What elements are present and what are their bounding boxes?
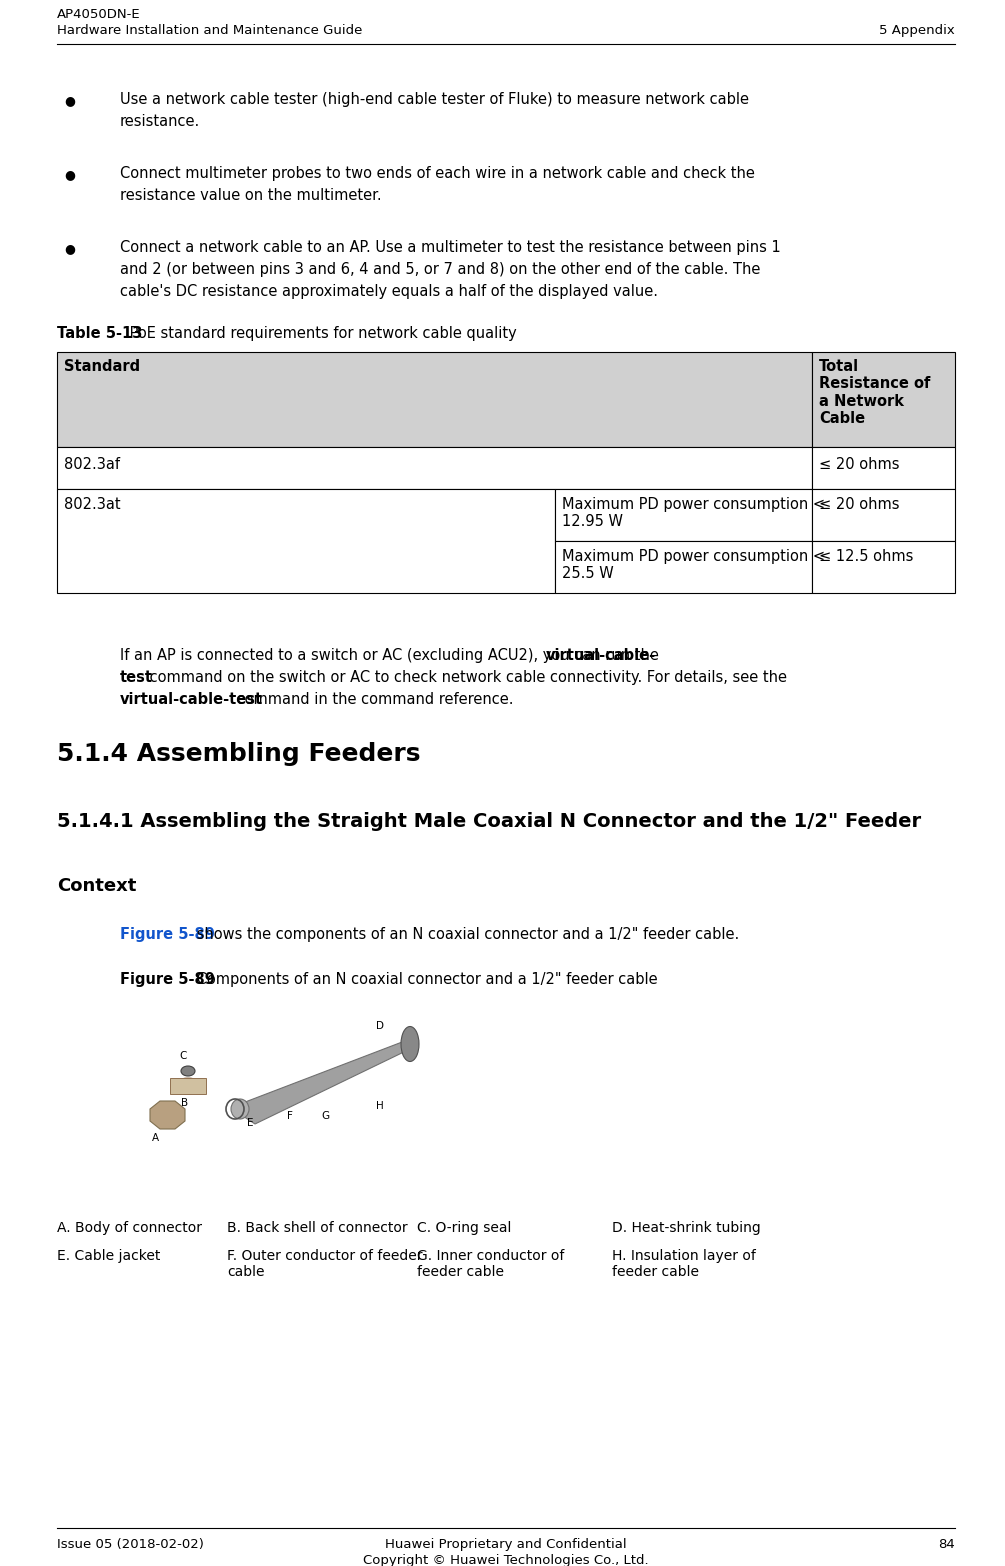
Text: ≤ 20 ohms: ≤ 20 ohms (819, 496, 899, 512)
Ellipse shape (231, 1099, 249, 1120)
Text: H. Insulation layer of
feeder cable: H. Insulation layer of feeder cable (612, 1250, 756, 1279)
Bar (812, 489, 955, 540)
Text: Context: Context (57, 877, 137, 896)
Bar (57, 489, 555, 594)
Text: Maximum PD power consumption <
12.95 W: Maximum PD power consumption < 12.95 W (562, 496, 825, 529)
Text: resistance value on the multimeter.: resistance value on the multimeter. (120, 188, 382, 204)
Bar (555, 540, 812, 594)
Text: Figure 5-89: Figure 5-89 (120, 927, 215, 943)
Text: resistance.: resistance. (120, 114, 200, 128)
Text: G. Inner conductor of
feeder cable: G. Inner conductor of feeder cable (417, 1250, 565, 1279)
Text: B. Back shell of connector: B. Back shell of connector (227, 1221, 408, 1236)
Text: E: E (247, 1118, 253, 1128)
Text: H: H (376, 1101, 384, 1110)
Text: Hardware Installation and Maintenance Guide: Hardware Installation and Maintenance Gu… (57, 23, 363, 38)
Text: Standard: Standard (64, 359, 140, 374)
Text: 5 Appendix: 5 Appendix (879, 23, 955, 38)
Text: ●: ● (64, 243, 75, 255)
Polygon shape (240, 1038, 410, 1124)
Text: Use a network cable tester (high-end cable tester of Fluke) to measure network c: Use a network cable tester (high-end cab… (120, 92, 749, 106)
Text: ≤ 20 ohms: ≤ 20 ohms (819, 457, 899, 471)
Ellipse shape (181, 1066, 195, 1076)
Text: Maximum PD power consumption <
25.5 W: Maximum PD power consumption < 25.5 W (562, 550, 825, 581)
Text: 5.1.4.1 Assembling the Straight Male Coaxial N Connector and the 1/2" Feeder: 5.1.4.1 Assembling the Straight Male Coa… (57, 813, 922, 832)
Text: D. Heat-shrink tubing: D. Heat-shrink tubing (612, 1221, 761, 1236)
Text: virtual-cable-test: virtual-cable-test (120, 692, 263, 706)
Text: and 2 (or between pins 3 and 6, 4 and 5, or 7 and 8) on the other end of the cab: and 2 (or between pins 3 and 6, 4 and 5,… (120, 262, 761, 277)
Text: F: F (287, 1110, 292, 1121)
Bar (812, 540, 955, 594)
Text: PoE standard requirements for network cable quality: PoE standard requirements for network ca… (125, 326, 517, 341)
Ellipse shape (401, 1026, 419, 1062)
Text: B: B (182, 1098, 189, 1109)
Text: Figure 5-89: Figure 5-89 (120, 972, 215, 987)
Bar (57, 446, 812, 489)
Text: Total
Resistance of
a Network
Cable: Total Resistance of a Network Cable (819, 359, 931, 426)
Text: G: G (321, 1110, 329, 1121)
Text: Connect a network cable to an AP. Use a multimeter to test the resistance betwee: Connect a network cable to an AP. Use a … (120, 240, 781, 255)
Text: 802.3af: 802.3af (64, 457, 120, 471)
Text: Huawei Proprietary and Confidential: Huawei Proprietary and Confidential (385, 1538, 627, 1550)
Text: 802.3at: 802.3at (64, 496, 121, 512)
Text: Copyright © Huawei Technologies Co., Ltd.: Copyright © Huawei Technologies Co., Ltd… (363, 1553, 649, 1566)
Ellipse shape (173, 1077, 203, 1095)
Text: Components of an N coaxial connector and a 1/2" feeder cable: Components of an N coaxial connector and… (192, 972, 657, 987)
Bar (555, 489, 812, 540)
Text: Table 5-13: Table 5-13 (57, 326, 143, 341)
Text: AP4050DN-E: AP4050DN-E (57, 8, 141, 20)
Text: C. O-ring seal: C. O-ring seal (417, 1221, 512, 1236)
Text: shows the components of an N coaxial connector and a 1/2" feeder cable.: shows the components of an N coaxial con… (192, 927, 739, 943)
Text: E. Cable jacket: E. Cable jacket (57, 1250, 161, 1264)
Bar (170, 1077, 206, 1095)
Bar (57, 352, 812, 446)
Text: ≤ 12.5 ohms: ≤ 12.5 ohms (819, 550, 914, 564)
Text: virtual-cable-: virtual-cable- (546, 648, 655, 662)
Text: Issue 05 (2018-02-02): Issue 05 (2018-02-02) (57, 1538, 204, 1550)
Text: D: D (376, 1021, 384, 1030)
Text: Connect multimeter probes to two ends of each wire in a network cable and check : Connect multimeter probes to two ends of… (120, 166, 755, 182)
Text: F. Outer conductor of feeder
cable: F. Outer conductor of feeder cable (227, 1250, 422, 1279)
Text: A. Body of connector: A. Body of connector (57, 1221, 202, 1236)
Text: A: A (152, 1132, 159, 1143)
Text: cable's DC resistance approximately equals a half of the displayed value.: cable's DC resistance approximately equa… (120, 283, 658, 299)
Bar (812, 446, 955, 489)
Text: command on the switch or AC to check network cable connectivity. For details, se: command on the switch or AC to check net… (145, 670, 787, 684)
Bar (812, 352, 955, 446)
Polygon shape (150, 1101, 185, 1129)
Text: If an AP is connected to a switch or AC (excluding ACU2), you can run the: If an AP is connected to a switch or AC … (120, 648, 663, 662)
Text: command in the command reference.: command in the command reference. (231, 692, 514, 706)
Text: 84: 84 (939, 1538, 955, 1550)
Text: ●: ● (64, 94, 75, 106)
Text: test: test (120, 670, 153, 684)
Text: 5.1.4 Assembling Feeders: 5.1.4 Assembling Feeders (57, 742, 420, 766)
Text: ●: ● (64, 168, 75, 182)
Text: C: C (179, 1051, 187, 1062)
